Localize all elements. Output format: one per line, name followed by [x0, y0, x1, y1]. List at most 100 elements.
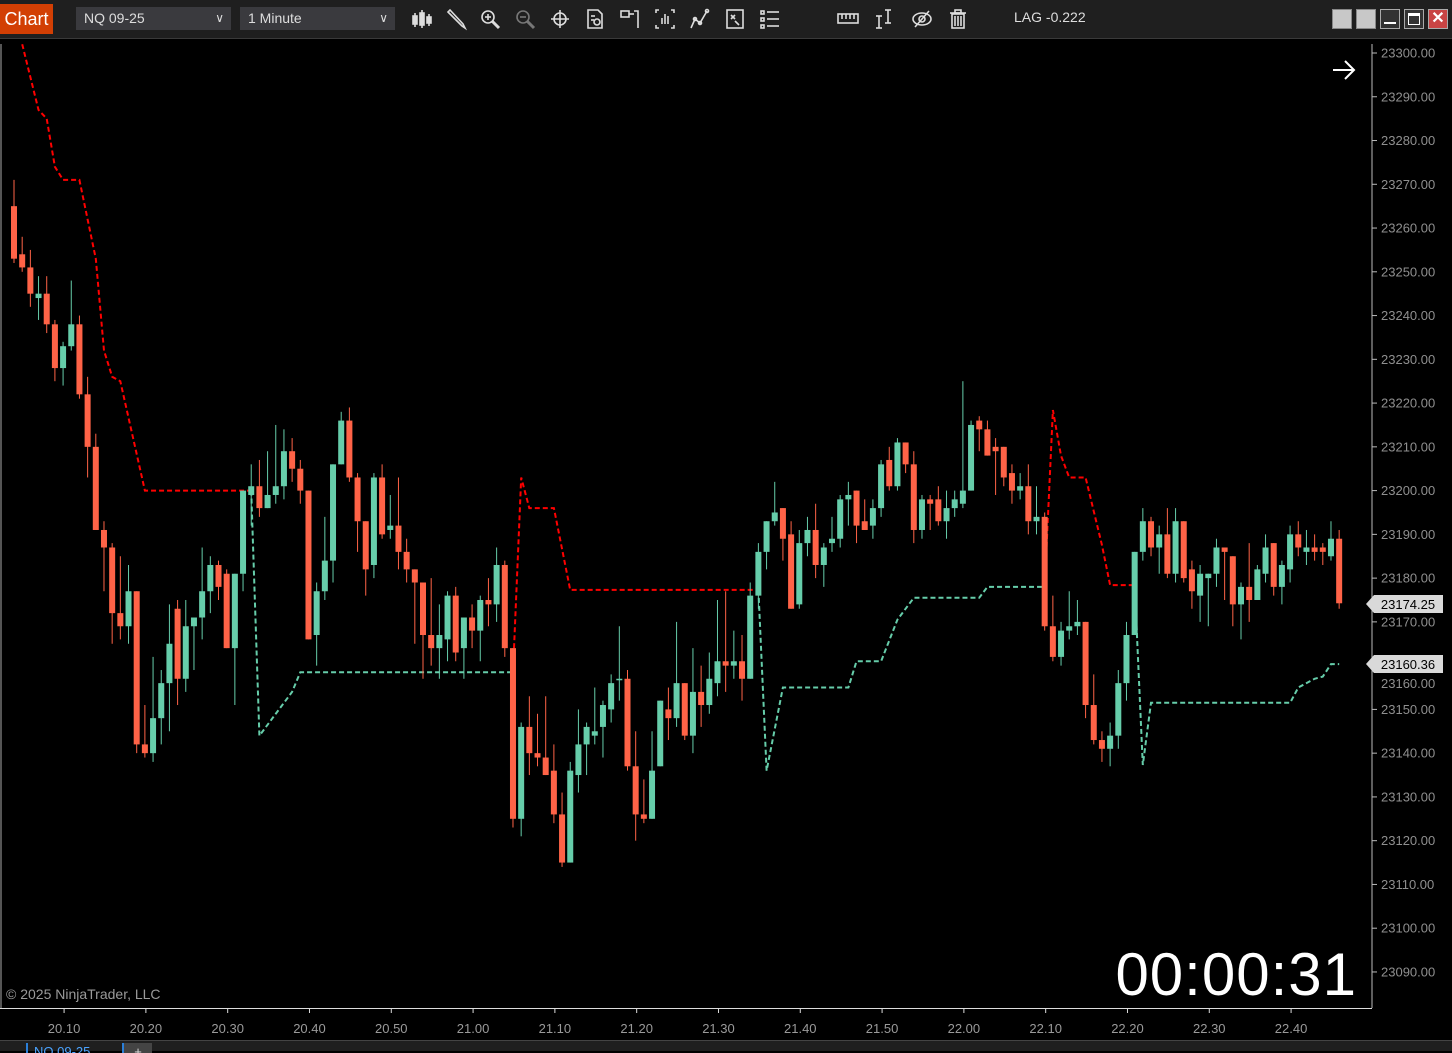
candle: [616, 626, 623, 701]
candle: [477, 595, 484, 662]
candle-body: [1107, 735, 1114, 749]
text-cursor-icon[interactable]: [872, 7, 896, 31]
tile-left-button[interactable]: [1332, 9, 1352, 29]
trash-icon[interactable]: [946, 7, 970, 31]
price-tick-label: 23090.00: [1381, 964, 1435, 979]
candle-body: [117, 613, 124, 627]
candle-body: [1115, 683, 1122, 736]
candle: [681, 683, 688, 741]
minimize-button[interactable]: [1380, 9, 1400, 29]
candle: [624, 670, 631, 771]
zoom-in-icon[interactable]: [478, 7, 502, 31]
candle: [330, 464, 337, 583]
candle-body: [231, 573, 238, 649]
candle: [1311, 534, 1318, 561]
drawing-tool-icon[interactable]: [444, 7, 468, 31]
candle: [1148, 516, 1155, 557]
candle: [1238, 582, 1244, 640]
candle: [763, 521, 770, 570]
price-axis[interactable]: 23300.00 23290.00 23280.00 23270.00 23260.00…: [1372, 46, 1435, 980]
candle: [968, 420, 975, 491]
chart-tab[interactable]: Chart: [0, 4, 53, 34]
candle-body: [763, 521, 770, 552]
candle-body: [640, 814, 647, 819]
instrument-tab[interactable]: NQ 09-25: [26, 1043, 129, 1053]
strategies-icon[interactable]: [653, 7, 677, 31]
indicator-readout: LAG -0.222: [1014, 9, 1086, 25]
price-tick-label: 23190.00: [1381, 527, 1435, 542]
interval-selector[interactable]: 1 Minute ∨: [240, 7, 395, 30]
candle-body: [935, 499, 942, 522]
data-box-icon[interactable]: [583, 7, 607, 31]
candle-body: [321, 560, 328, 592]
candle-body: [1148, 521, 1155, 548]
candle-body: [649, 770, 656, 819]
candle: [362, 521, 369, 596]
candle-body: [902, 442, 909, 465]
candle-body: [1287, 534, 1294, 570]
candle-body: [280, 451, 287, 487]
candle: [788, 521, 795, 609]
zoom-out-icon[interactable]: [513, 7, 537, 31]
candle-body: [927, 499, 934, 504]
candle-body: [542, 757, 549, 776]
candle: [722, 591, 729, 692]
candle: [370, 473, 377, 579]
candle-body: [199, 591, 206, 618]
price-chart[interactable]: 23300.00 23290.00 23280.00 23270.00 23260.00…: [0, 39, 1452, 1040]
candle: [796, 529, 803, 609]
candle: [526, 696, 533, 776]
candle: [1197, 564, 1204, 622]
close-button[interactable]: ✕: [1428, 9, 1448, 29]
candle: [1262, 534, 1269, 583]
time-tick-label: 21.10: [539, 1021, 572, 1036]
candle: [1164, 508, 1171, 579]
candle: [150, 656, 157, 762]
candle: [632, 731, 639, 841]
candle: [1025, 464, 1032, 535]
arrow-right-icon[interactable]: [1333, 60, 1356, 80]
candle: [698, 665, 705, 727]
ruler-icon[interactable]: [836, 7, 860, 31]
candle: [1319, 543, 1326, 565]
candle-body: [346, 420, 353, 478]
candle-body: [395, 525, 402, 552]
candle-body: [1213, 547, 1220, 574]
candle: [60, 341, 67, 386]
candle-body: [984, 429, 991, 456]
candle: [1303, 529, 1310, 565]
instrument-selector[interactable]: NQ 09-25 ∨: [76, 7, 231, 30]
candle-body: [248, 486, 255, 495]
candle: [1098, 731, 1105, 762]
maximize-button[interactable]: [1404, 9, 1424, 29]
price-tick-label: 23290.00: [1381, 89, 1435, 104]
candle: [1115, 670, 1122, 749]
time-axis[interactable]: 20.10 20.20 20.30 20.40 20.50 21.00 21.10 21.20…: [48, 1009, 1308, 1036]
candle-body: [869, 508, 876, 526]
candle-body: [608, 683, 615, 710]
crosshair-icon[interactable]: [548, 7, 572, 31]
price-tick-label: 23130.00: [1381, 789, 1435, 804]
candle: [460, 617, 467, 679]
candle: [886, 446, 893, 491]
indicators-icon[interactable]: [688, 7, 712, 31]
candle: [379, 464, 386, 539]
candle: [207, 556, 214, 614]
candle: [599, 700, 606, 758]
candle: [68, 280, 75, 351]
tile-right-button[interactable]: [1356, 9, 1376, 29]
price-tick-label: 23240.00: [1381, 308, 1435, 323]
indicator-price-label: 23160.36: [1381, 657, 1435, 672]
bar-type-icon[interactable]: [410, 7, 434, 31]
object-list-icon[interactable]: [758, 7, 782, 31]
candle-body: [1066, 626, 1073, 631]
add-tab-button[interactable]: +: [122, 1043, 152, 1053]
hide-drawings-icon[interactable]: [910, 7, 934, 31]
candle: [820, 543, 827, 587]
time-tick-label: 20.10: [48, 1021, 81, 1036]
properties-icon[interactable]: [723, 7, 747, 31]
candle: [289, 438, 296, 482]
candle: [248, 464, 255, 526]
minimize-icon: [1384, 22, 1396, 24]
chart-trader-icon[interactable]: [618, 7, 642, 31]
